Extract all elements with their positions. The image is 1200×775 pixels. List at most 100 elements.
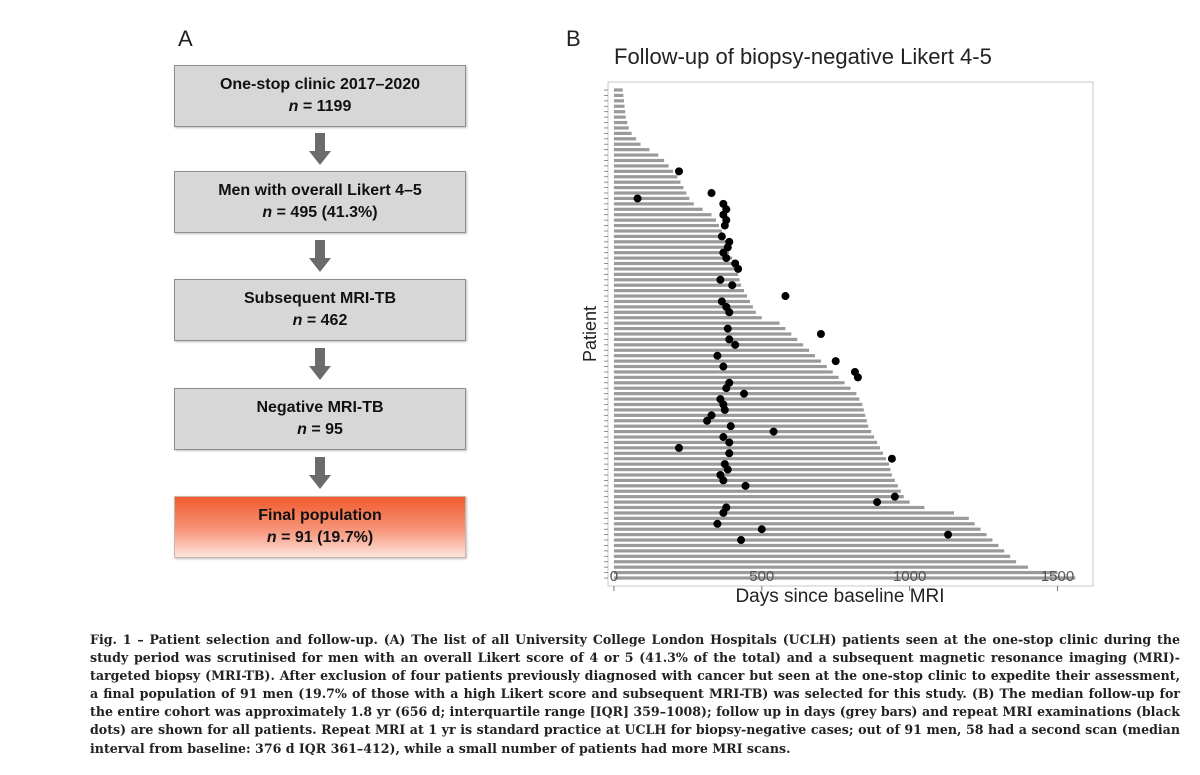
followup-bar <box>613 294 747 298</box>
followup-bar <box>613 386 851 390</box>
followup-bar <box>613 240 727 244</box>
dots-layer <box>633 167 953 545</box>
followup-bar <box>613 337 798 342</box>
followup-bar <box>613 93 624 98</box>
repeat-mri-dot <box>887 454 896 463</box>
followup-bar <box>613 169 674 173</box>
followup-bar <box>613 359 821 363</box>
followup-bar <box>613 299 750 304</box>
followup-bar <box>613 186 684 190</box>
followup-bar <box>613 419 867 423</box>
followup-bar <box>613 473 892 477</box>
followup-bar <box>613 207 703 211</box>
followup-bar <box>613 278 740 282</box>
repeat-mri-dot <box>720 221 729 230</box>
followup-bar <box>613 283 742 287</box>
flow-box-count: n = 1199 <box>288 98 352 115</box>
flow-arrow-down-icon <box>309 240 331 272</box>
flow-box-count: n = 495 (41.3%) <box>262 204 378 221</box>
repeat-mri-dot <box>816 330 825 338</box>
followup-bar <box>613 229 722 233</box>
repeat-mri-dot <box>633 194 642 203</box>
followup-bar <box>613 88 623 92</box>
repeat-mri-dot <box>713 519 722 528</box>
followup-bar <box>613 142 641 146</box>
followup-bar <box>613 533 987 537</box>
followup-bar <box>613 202 694 206</box>
followup-bar <box>613 316 762 320</box>
repeat-mri-dot <box>674 443 683 452</box>
repeat-mri-dot <box>707 189 716 198</box>
followup-bar <box>613 446 881 450</box>
repeat-mri-dot <box>717 297 726 306</box>
followup-bar <box>613 104 625 108</box>
followup-bar <box>613 218 716 222</box>
bars-layer <box>613 88 1076 580</box>
repeat-mri-dot <box>731 340 740 349</box>
followup-bar <box>613 527 981 531</box>
followup-bar <box>613 234 724 238</box>
followup-bar <box>613 560 1017 564</box>
repeat-mri-dot <box>944 530 953 539</box>
repeat-mri-dot <box>716 275 725 284</box>
followup-bar <box>613 321 780 325</box>
repeat-mri-dot <box>873 498 882 507</box>
repeat-mri-dot <box>707 411 716 420</box>
followup-bar <box>613 489 901 493</box>
followup-bar <box>613 137 637 141</box>
repeat-mri-dot <box>725 308 734 317</box>
followup-bar <box>613 370 833 374</box>
repeat-mri-dot <box>831 357 840 366</box>
followup-bar <box>613 223 719 228</box>
repeat-mri-dot <box>720 405 729 414</box>
followup-bar <box>613 251 730 255</box>
x-axis-layer: 0 500 1000 1500 <box>610 568 1074 591</box>
repeat-mri-dot <box>722 384 731 393</box>
followup-bar <box>613 451 884 455</box>
followup-bar <box>613 99 624 103</box>
repeat-mri-dot <box>719 362 728 371</box>
followup-bar <box>613 522 975 526</box>
flow-box-title: Subsequent MRI-TB <box>244 290 396 307</box>
followup-bar <box>613 576 1076 580</box>
followup-bar <box>613 348 810 352</box>
followup-bar <box>613 462 889 466</box>
followup-bar <box>613 500 910 504</box>
x-tick-label: 500 <box>749 568 774 585</box>
followup-bar <box>613 261 736 266</box>
flow-box-title: Negative MRI-TB <box>256 399 384 416</box>
followup-bar <box>613 511 955 515</box>
followup-bar <box>613 505 925 510</box>
flow-box-final: Final population n = 91 (19.7%) <box>174 496 466 558</box>
followup-bar <box>613 310 756 314</box>
followup-bar <box>613 467 891 472</box>
followup-bar <box>613 175 678 179</box>
followup-bar <box>613 115 626 119</box>
figure-caption: Fig. 1 – Patient selection and follow-up… <box>90 631 1180 758</box>
repeat-mri-dot <box>734 264 743 273</box>
followup-bar <box>613 120 628 125</box>
followup-bar <box>613 196 690 201</box>
followup-bar <box>613 131 632 135</box>
repeat-mri-dot <box>726 422 735 431</box>
repeat-mri-dot <box>741 481 750 490</box>
followup-bar <box>613 375 839 379</box>
flow-arrow-down-icon <box>309 348 331 380</box>
x-axis-label: Days since baseline MRI <box>735 586 944 607</box>
flow-box-title: Men with overall Likert 4–5 <box>218 182 422 199</box>
flow-box-count: n = 462 <box>292 312 348 329</box>
repeat-mri-dot <box>722 254 731 263</box>
flow-box-title: One-stop clinic 2017–2020 <box>219 76 421 93</box>
repeat-mri-dot <box>713 351 722 360</box>
flow-box-count: n = 95 <box>297 421 343 438</box>
repeat-mri-dot <box>769 427 778 436</box>
repeat-mri-dot <box>737 536 746 545</box>
repeat-mri-dot <box>853 373 862 382</box>
followup-bar <box>613 549 1005 553</box>
followup-bar <box>613 148 650 152</box>
followup-bar <box>613 554 1011 558</box>
followup-bar <box>613 180 681 184</box>
followup-bar <box>613 305 753 309</box>
repeat-mri-dot <box>725 438 734 447</box>
followup-bar <box>613 213 712 217</box>
